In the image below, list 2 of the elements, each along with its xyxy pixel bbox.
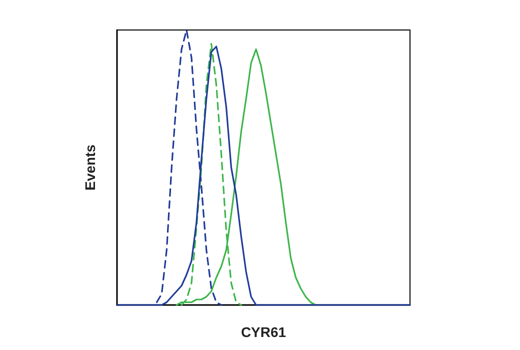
- y-axis-title: Events: [82, 144, 98, 190]
- x-axis-title: CYR61: [240, 324, 286, 340]
